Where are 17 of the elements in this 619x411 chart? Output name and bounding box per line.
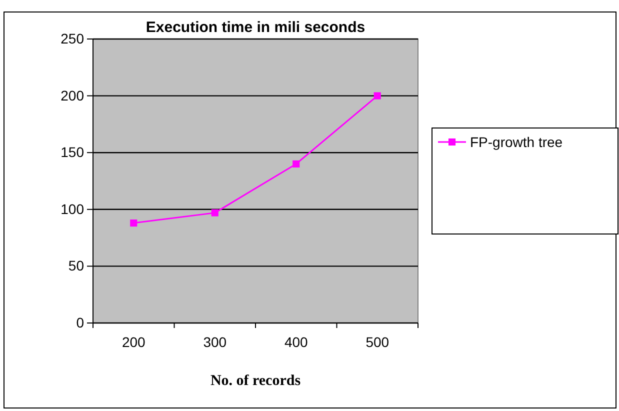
x-tick-label: 200: [122, 334, 146, 350]
point: [292, 160, 300, 168]
legend-label: FP-growth tree: [470, 134, 563, 150]
y-tick-label: 100: [60, 200, 84, 217]
point: [130, 219, 138, 227]
point: [374, 92, 381, 100]
y-tick-label: 0: [76, 314, 84, 330]
x-tick-label: 400: [284, 334, 308, 350]
y-tick-label: 250: [60, 30, 84, 46]
point: [211, 209, 218, 216]
y-tick-label: 200: [60, 87, 84, 104]
y-tick-label: 150: [60, 144, 84, 160]
x-tick-label: 500: [366, 334, 390, 350]
x-axis-title: No. of records: [210, 373, 301, 389]
chart-title: Execution time in mili seconds: [146, 19, 366, 36]
x-tick-label: 300: [203, 334, 227, 350]
y-tick-label: 50: [68, 258, 84, 274]
